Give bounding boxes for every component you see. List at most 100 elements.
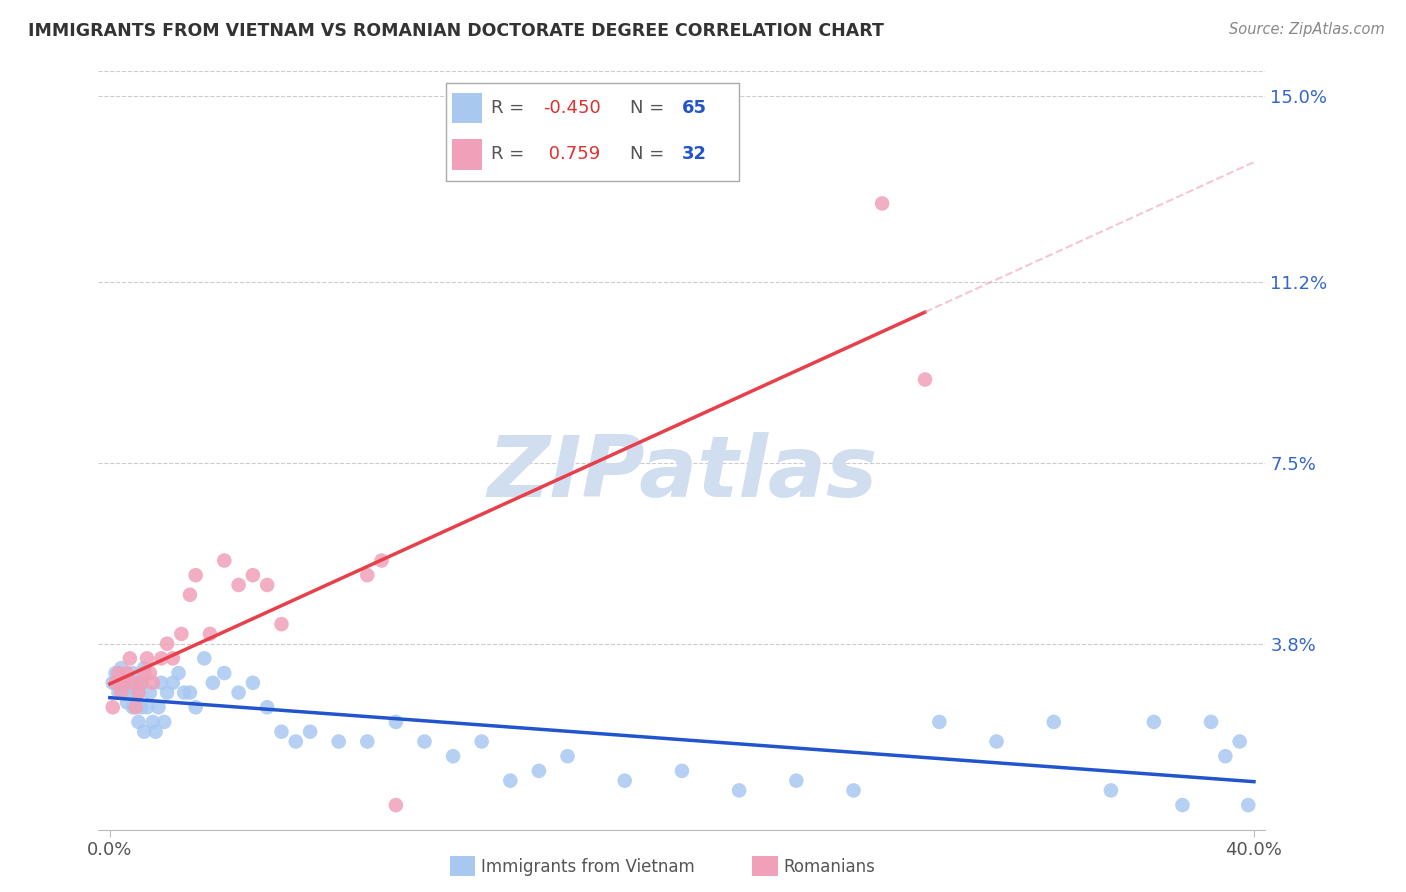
Point <box>356 734 378 748</box>
Point <box>162 675 184 690</box>
Point <box>1171 798 1194 813</box>
Text: Immigrants from Vietnam: Immigrants from Vietnam <box>481 858 695 876</box>
Point <box>134 724 156 739</box>
Text: 65: 65 <box>682 99 707 117</box>
Point <box>121 675 143 690</box>
Point <box>785 773 807 788</box>
Point <box>370 553 392 567</box>
Point <box>115 675 138 690</box>
Point <box>728 783 751 797</box>
Point <box>150 675 173 690</box>
Point <box>228 578 250 592</box>
Point <box>1215 749 1237 764</box>
Point <box>134 666 156 681</box>
Point <box>142 675 165 690</box>
Point <box>986 734 1008 748</box>
Point <box>228 685 250 699</box>
Point <box>136 651 159 665</box>
Point <box>131 675 153 690</box>
Point <box>124 700 146 714</box>
Point <box>124 675 146 690</box>
Point <box>107 666 129 681</box>
Point <box>242 568 264 582</box>
Point <box>214 666 236 681</box>
Point <box>112 685 135 699</box>
Point <box>242 675 264 690</box>
Point <box>1143 714 1166 729</box>
Point <box>201 675 224 690</box>
Point <box>613 773 636 788</box>
Point <box>356 568 378 582</box>
Point <box>441 749 464 764</box>
Point <box>1042 714 1064 729</box>
Text: Romanians: Romanians <box>783 858 875 876</box>
Point <box>118 675 141 690</box>
Text: Source: ZipAtlas.com: Source: ZipAtlas.com <box>1229 22 1385 37</box>
Point <box>1199 714 1222 729</box>
Point <box>256 700 278 714</box>
Text: 32: 32 <box>682 145 707 163</box>
Point <box>270 617 292 632</box>
Point <box>184 568 207 582</box>
Point <box>499 773 522 788</box>
Point <box>110 685 132 699</box>
Point <box>115 695 138 709</box>
Point <box>256 578 278 592</box>
Point <box>167 666 190 681</box>
Point <box>471 734 494 748</box>
Point <box>184 700 207 714</box>
Point <box>150 651 173 665</box>
Point <box>104 675 127 690</box>
Point <box>104 666 127 681</box>
Point <box>1229 734 1251 748</box>
Point <box>870 196 893 211</box>
Point <box>136 700 159 714</box>
Point <box>173 685 195 699</box>
Text: N =: N = <box>630 99 671 117</box>
Text: IMMIGRANTS FROM VIETNAM VS ROMANIAN DOCTORATE DEGREE CORRELATION CHART: IMMIGRANTS FROM VIETNAM VS ROMANIAN DOCT… <box>28 22 884 40</box>
Text: R =: R = <box>491 99 530 117</box>
Point <box>198 627 221 641</box>
Point <box>527 764 550 778</box>
Point <box>914 372 936 386</box>
Point <box>139 666 162 681</box>
Point <box>413 734 436 748</box>
Point <box>928 714 950 729</box>
Text: 0.759: 0.759 <box>543 145 600 163</box>
Point <box>385 714 408 729</box>
Point <box>101 700 124 714</box>
Point <box>107 685 129 699</box>
Point <box>127 685 149 699</box>
Point <box>385 798 408 813</box>
Point <box>842 783 865 797</box>
Point <box>124 695 146 709</box>
Point <box>127 685 149 699</box>
Bar <box>451 139 482 169</box>
Point <box>1237 798 1260 813</box>
Point <box>1099 783 1122 797</box>
Point <box>162 651 184 665</box>
Point <box>139 685 162 699</box>
Point <box>118 685 141 699</box>
Point <box>112 675 135 690</box>
Point <box>127 714 149 729</box>
Point <box>671 764 693 778</box>
Point <box>299 724 322 739</box>
Point <box>134 661 156 675</box>
Point <box>115 666 138 681</box>
Point <box>131 675 153 690</box>
Point <box>121 666 143 681</box>
Point <box>328 734 350 748</box>
Point <box>131 700 153 714</box>
Point <box>179 685 201 699</box>
Point <box>148 700 170 714</box>
Point <box>557 749 579 764</box>
Point <box>270 724 292 739</box>
Point <box>214 553 236 567</box>
Text: ZIPatlas: ZIPatlas <box>486 432 877 515</box>
Bar <box>451 93 482 123</box>
Text: N =: N = <box>630 145 671 163</box>
Point <box>179 588 201 602</box>
Text: R =: R = <box>491 145 536 163</box>
Text: -0.450: -0.450 <box>543 99 600 117</box>
